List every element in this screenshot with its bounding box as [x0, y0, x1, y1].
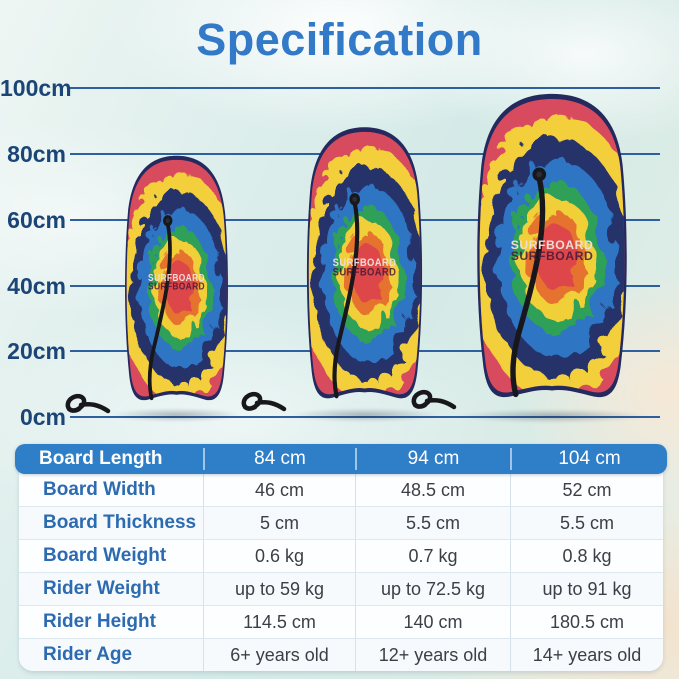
scale-label-60: 60cm: [7, 207, 66, 233]
row-label: Board Width: [43, 479, 156, 500]
row-value: 12+ years old: [355, 639, 510, 671]
header-size-large: 104 cm: [510, 448, 667, 470]
bodyboard-small-84cm: [109, 151, 244, 417]
page-title: Specification: [196, 14, 483, 65]
scale-label-20: 20cm: [7, 338, 66, 364]
table-row-board-thickness: Board Thickness 5 cm 5.5 cm 5.5 cm: [19, 507, 663, 540]
board-shadow-small: [112, 408, 242, 422]
row-value: 52 cm: [510, 474, 663, 506]
header-size-medium: 94 cm: [355, 448, 510, 470]
row-value: 114.5 cm: [203, 606, 355, 638]
row-value: 5 cm: [203, 507, 355, 539]
row-value: 14+ years old: [510, 639, 663, 671]
gridline-0: [70, 416, 660, 418]
row-value: 5.5 cm: [510, 507, 663, 539]
row-label: Rider Height: [43, 611, 156, 632]
row-value: 0.7 kg: [355, 540, 510, 572]
row-value: up to 91 kg: [510, 573, 663, 605]
scale-label-80: 80cm: [7, 141, 66, 167]
wrist-leash-icon: [408, 388, 458, 414]
row-value: 140 cm: [355, 606, 510, 638]
row-label: Rider Weight: [43, 578, 160, 599]
bodyboard-medium-94cm: [289, 122, 440, 417]
row-value: 5.5 cm: [355, 507, 510, 539]
scale-label-0: 0cm: [19, 404, 66, 430]
gridline-100: [70, 87, 660, 89]
table-row-board-width: Board Width 46 cm 48.5 cm 52 cm: [19, 474, 663, 507]
spec-table-body: Board Width 46 cm 48.5 cm 52 cm Board Th…: [19, 470, 663, 671]
row-label: Rider Age: [43, 644, 133, 665]
table-row-rider-age: Rider Age 6+ years old 12+ years old 14+…: [19, 639, 663, 671]
wrist-leash-icon: [238, 390, 288, 416]
header-board-length: Board Length: [39, 448, 163, 469]
row-value: 180.5 cm: [510, 606, 663, 638]
scale-label-40: 40cm: [7, 273, 66, 299]
row-label: Board Thickness: [43, 512, 197, 533]
board-shadow-medium: [292, 408, 438, 422]
row-value: 46 cm: [203, 474, 355, 506]
scale-label-100: 100cm: [0, 75, 72, 101]
wrist-leash-icon: [62, 392, 112, 418]
row-value: 48.5 cm: [355, 474, 510, 506]
table-row-rider-height: Rider Height 114.5 cm 140 cm 180.5 cm: [19, 606, 663, 639]
header-size-small: 84 cm: [203, 448, 355, 470]
row-value: up to 59 kg: [203, 573, 355, 605]
row-value: up to 72.5 kg: [355, 573, 510, 605]
spec-table-header-row: Board Length 84 cm 94 cm 104 cm: [15, 444, 667, 474]
spec-table: Board Length 84 cm 94 cm 104 cm Board Wi…: [15, 444, 667, 671]
row-value: 0.8 kg: [510, 540, 663, 572]
row-value: 6+ years old: [203, 639, 355, 671]
bodyboard-large-104cm: [454, 88, 650, 418]
row-value: 0.6 kg: [203, 540, 355, 572]
table-row-rider-weight: Rider Weight up to 59 kg up to 72.5 kg u…: [19, 573, 663, 606]
row-label: Board Weight: [43, 545, 167, 566]
table-row-board-weight: Board Weight 0.6 kg 0.7 kg 0.8 kg: [19, 540, 663, 573]
board-shadow-large: [458, 409, 646, 423]
